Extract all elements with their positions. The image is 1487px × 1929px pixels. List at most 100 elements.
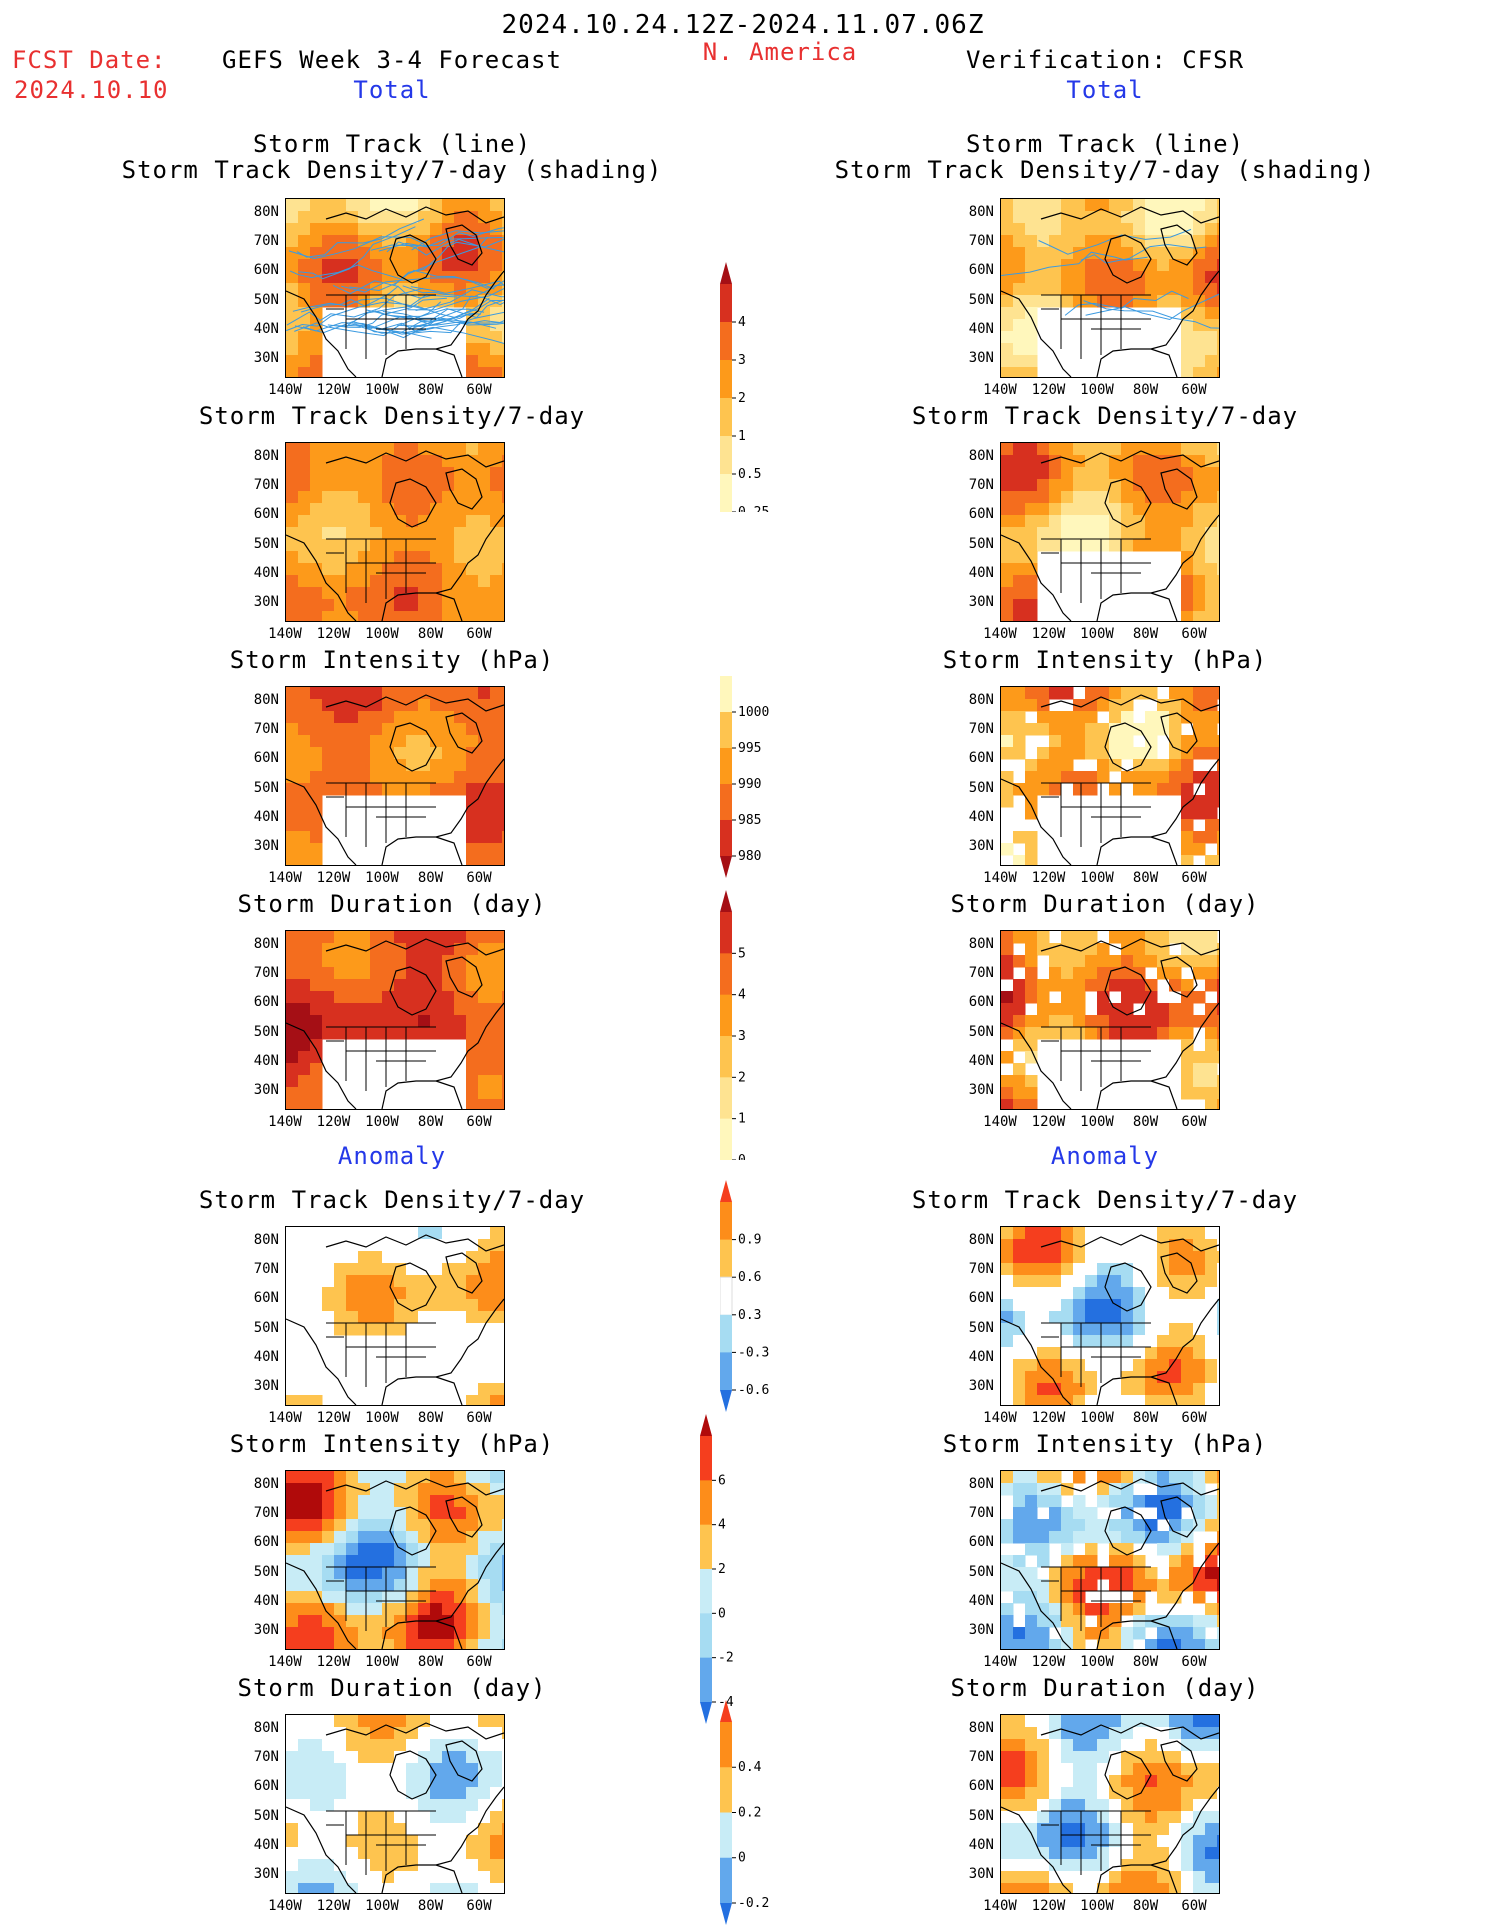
lon-tick-label: 100W <box>1080 626 1114 642</box>
colorbar-density_anom: 0.90.60.3-0.3-0.6-0.9 <box>719 1180 790 1436</box>
lat-tick-label: 40N <box>253 564 279 581</box>
colorbar-label: 0 <box>718 1606 726 1621</box>
lat-tick-label: 30N <box>968 838 994 854</box>
lat-tick-label: 30N <box>968 350 994 366</box>
right-intensity-title: Storm Intensity (hPa) <box>942 646 1268 674</box>
lon-tick-label: 120W <box>316 1898 351 1914</box>
left-total-label: Total <box>353 76 431 104</box>
lat-tick-label: 70N <box>253 233 279 250</box>
lat-tick-label: 70N <box>968 1505 994 1522</box>
left-density-title: Storm Track Density/7-day <box>198 402 586 430</box>
lon-tick-label: 140W <box>268 382 302 398</box>
lat-tick-label: 30N <box>968 1082 994 1098</box>
lat-tick-label: 60N <box>968 1534 994 1551</box>
fcst-date-value: 2024.10.10 <box>14 76 169 104</box>
lat-tick-label: 70N <box>253 1749 279 1766</box>
lon-tick-label: 120W <box>316 626 351 642</box>
lon-tick-label: 80W <box>1132 626 1159 642</box>
colorbar-label: 4 <box>738 988 746 1003</box>
right-map-2 <box>1000 686 1220 866</box>
right-map-0 <box>1000 198 1220 378</box>
lat-tick-label: 80N <box>968 692 994 708</box>
colorbar-label: 985 <box>738 813 761 828</box>
colorbar-label: 5 <box>738 946 746 961</box>
left-duration-title: Storm Duration (day) <box>237 890 547 918</box>
lat-tick-label: 80N <box>253 448 279 464</box>
lon-tick-label: 60W <box>466 626 492 642</box>
lat-tick-label: 50N <box>968 1807 994 1824</box>
right-anom-density-title: Storm Track Density/7-day <box>911 1186 1299 1214</box>
lat-tick-label: 30N <box>253 350 279 366</box>
lat-tick-label: 70N <box>253 477 279 494</box>
lon-tick-label: 100W <box>1080 870 1114 886</box>
colorbar-label: 1000 <box>738 705 769 720</box>
colorbar-label: 3 <box>738 1029 746 1044</box>
lon-tick-label: 80W <box>1132 382 1159 398</box>
lat-tick-label: 70N <box>968 721 994 738</box>
right-map-4 <box>1000 1226 1220 1406</box>
lat-tick-label: 80N <box>968 1476 994 1492</box>
lon-tick-label: 120W <box>1031 1898 1066 1914</box>
lat-tick-label: 30N <box>253 1866 279 1882</box>
lat-tick-label: 80N <box>253 204 279 220</box>
lat-tick-label: 70N <box>968 1749 994 1766</box>
lon-tick-label: 80W <box>417 1898 444 1914</box>
right-column-title: Verification: CFSR <box>965 46 1245 74</box>
lat-tick-label: 50N <box>253 291 279 308</box>
left-map-3 <box>285 930 505 1110</box>
lat-tick-label: 80N <box>968 1720 994 1736</box>
lat-tick-label: 40N <box>253 1052 279 1069</box>
lon-tick-label: 140W <box>268 1410 302 1426</box>
lat-tick-label: 30N <box>968 1622 994 1638</box>
lat-tick-label: 70N <box>968 477 994 494</box>
lon-tick-label: 140W <box>268 1114 302 1130</box>
lon-tick-label: 60W <box>466 1898 492 1914</box>
lat-tick-label: 80N <box>968 1232 994 1248</box>
left-map-4 <box>285 1226 505 1406</box>
lat-tick-label: 70N <box>253 965 279 982</box>
lon-tick-label: 60W <box>1181 626 1207 642</box>
lat-tick-label: 50N <box>968 779 994 796</box>
lat-tick-label: 70N <box>968 233 994 250</box>
lon-tick-label: 140W <box>983 626 1017 642</box>
lat-tick-label: 70N <box>253 1261 279 1278</box>
colorbar-duration_total: 5 4 3 2 1 0 <box>720 890 790 1168</box>
lon-tick-label: 140W <box>983 382 1017 398</box>
lon-tick-label: 100W <box>365 1410 399 1426</box>
colorbar-label: 6 <box>718 1473 726 1488</box>
lon-tick-label: 80W <box>1132 1654 1159 1670</box>
lat-tick-label: 60N <box>968 1290 994 1307</box>
colorbar-label: 2 <box>718 1562 726 1577</box>
lon-tick-label: 100W <box>1080 382 1114 398</box>
colorbar-label: 0.9 <box>738 1233 761 1248</box>
lat-tick-label: 70N <box>253 721 279 738</box>
lat-tick-label: 70N <box>968 965 994 982</box>
lon-tick-label: 80W <box>1132 1410 1159 1426</box>
lat-tick-label: 80N <box>253 692 279 708</box>
lat-tick-label: 30N <box>968 1378 994 1394</box>
period-title: 2024.10.24.12Z-2024.11.07.06Z <box>501 10 985 40</box>
lon-tick-label: 100W <box>365 382 399 398</box>
lat-tick-label: 40N <box>968 1348 994 1365</box>
lat-tick-label: 40N <box>968 1052 994 1069</box>
colorbar-label: 0 <box>738 1851 746 1866</box>
left-track-shading-title: Storm Track Density/7-day (shading) <box>121 156 663 184</box>
lon-tick-label: 80W <box>417 870 444 886</box>
lat-tick-label: 50N <box>968 1023 994 1040</box>
lat-tick-label: 40N <box>253 1592 279 1609</box>
lon-tick-label: 60W <box>1181 1410 1207 1426</box>
lat-tick-label: 60N <box>253 994 279 1011</box>
left-track-line-title: Storm Track (line) <box>252 130 532 158</box>
colorbar-label: 0.4 <box>738 1760 762 1775</box>
lat-tick-label: 60N <box>253 1534 279 1551</box>
left-map-0 <box>285 198 505 378</box>
lat-tick-label: 40N <box>968 564 994 581</box>
colorbar-density_total: 4 3 2 1 0.5 0.25 <box>720 262 790 520</box>
left-map-5 <box>285 1470 505 1650</box>
lon-tick-label: 60W <box>1181 1654 1207 1670</box>
lon-tick-label: 140W <box>983 1410 1017 1426</box>
right-map-1 <box>1000 442 1220 622</box>
lon-tick-label: 140W <box>268 1898 302 1914</box>
left-anom-intensity-title: Storm Intensity (hPa) <box>229 1430 555 1458</box>
lat-tick-label: 50N <box>253 1319 279 1336</box>
